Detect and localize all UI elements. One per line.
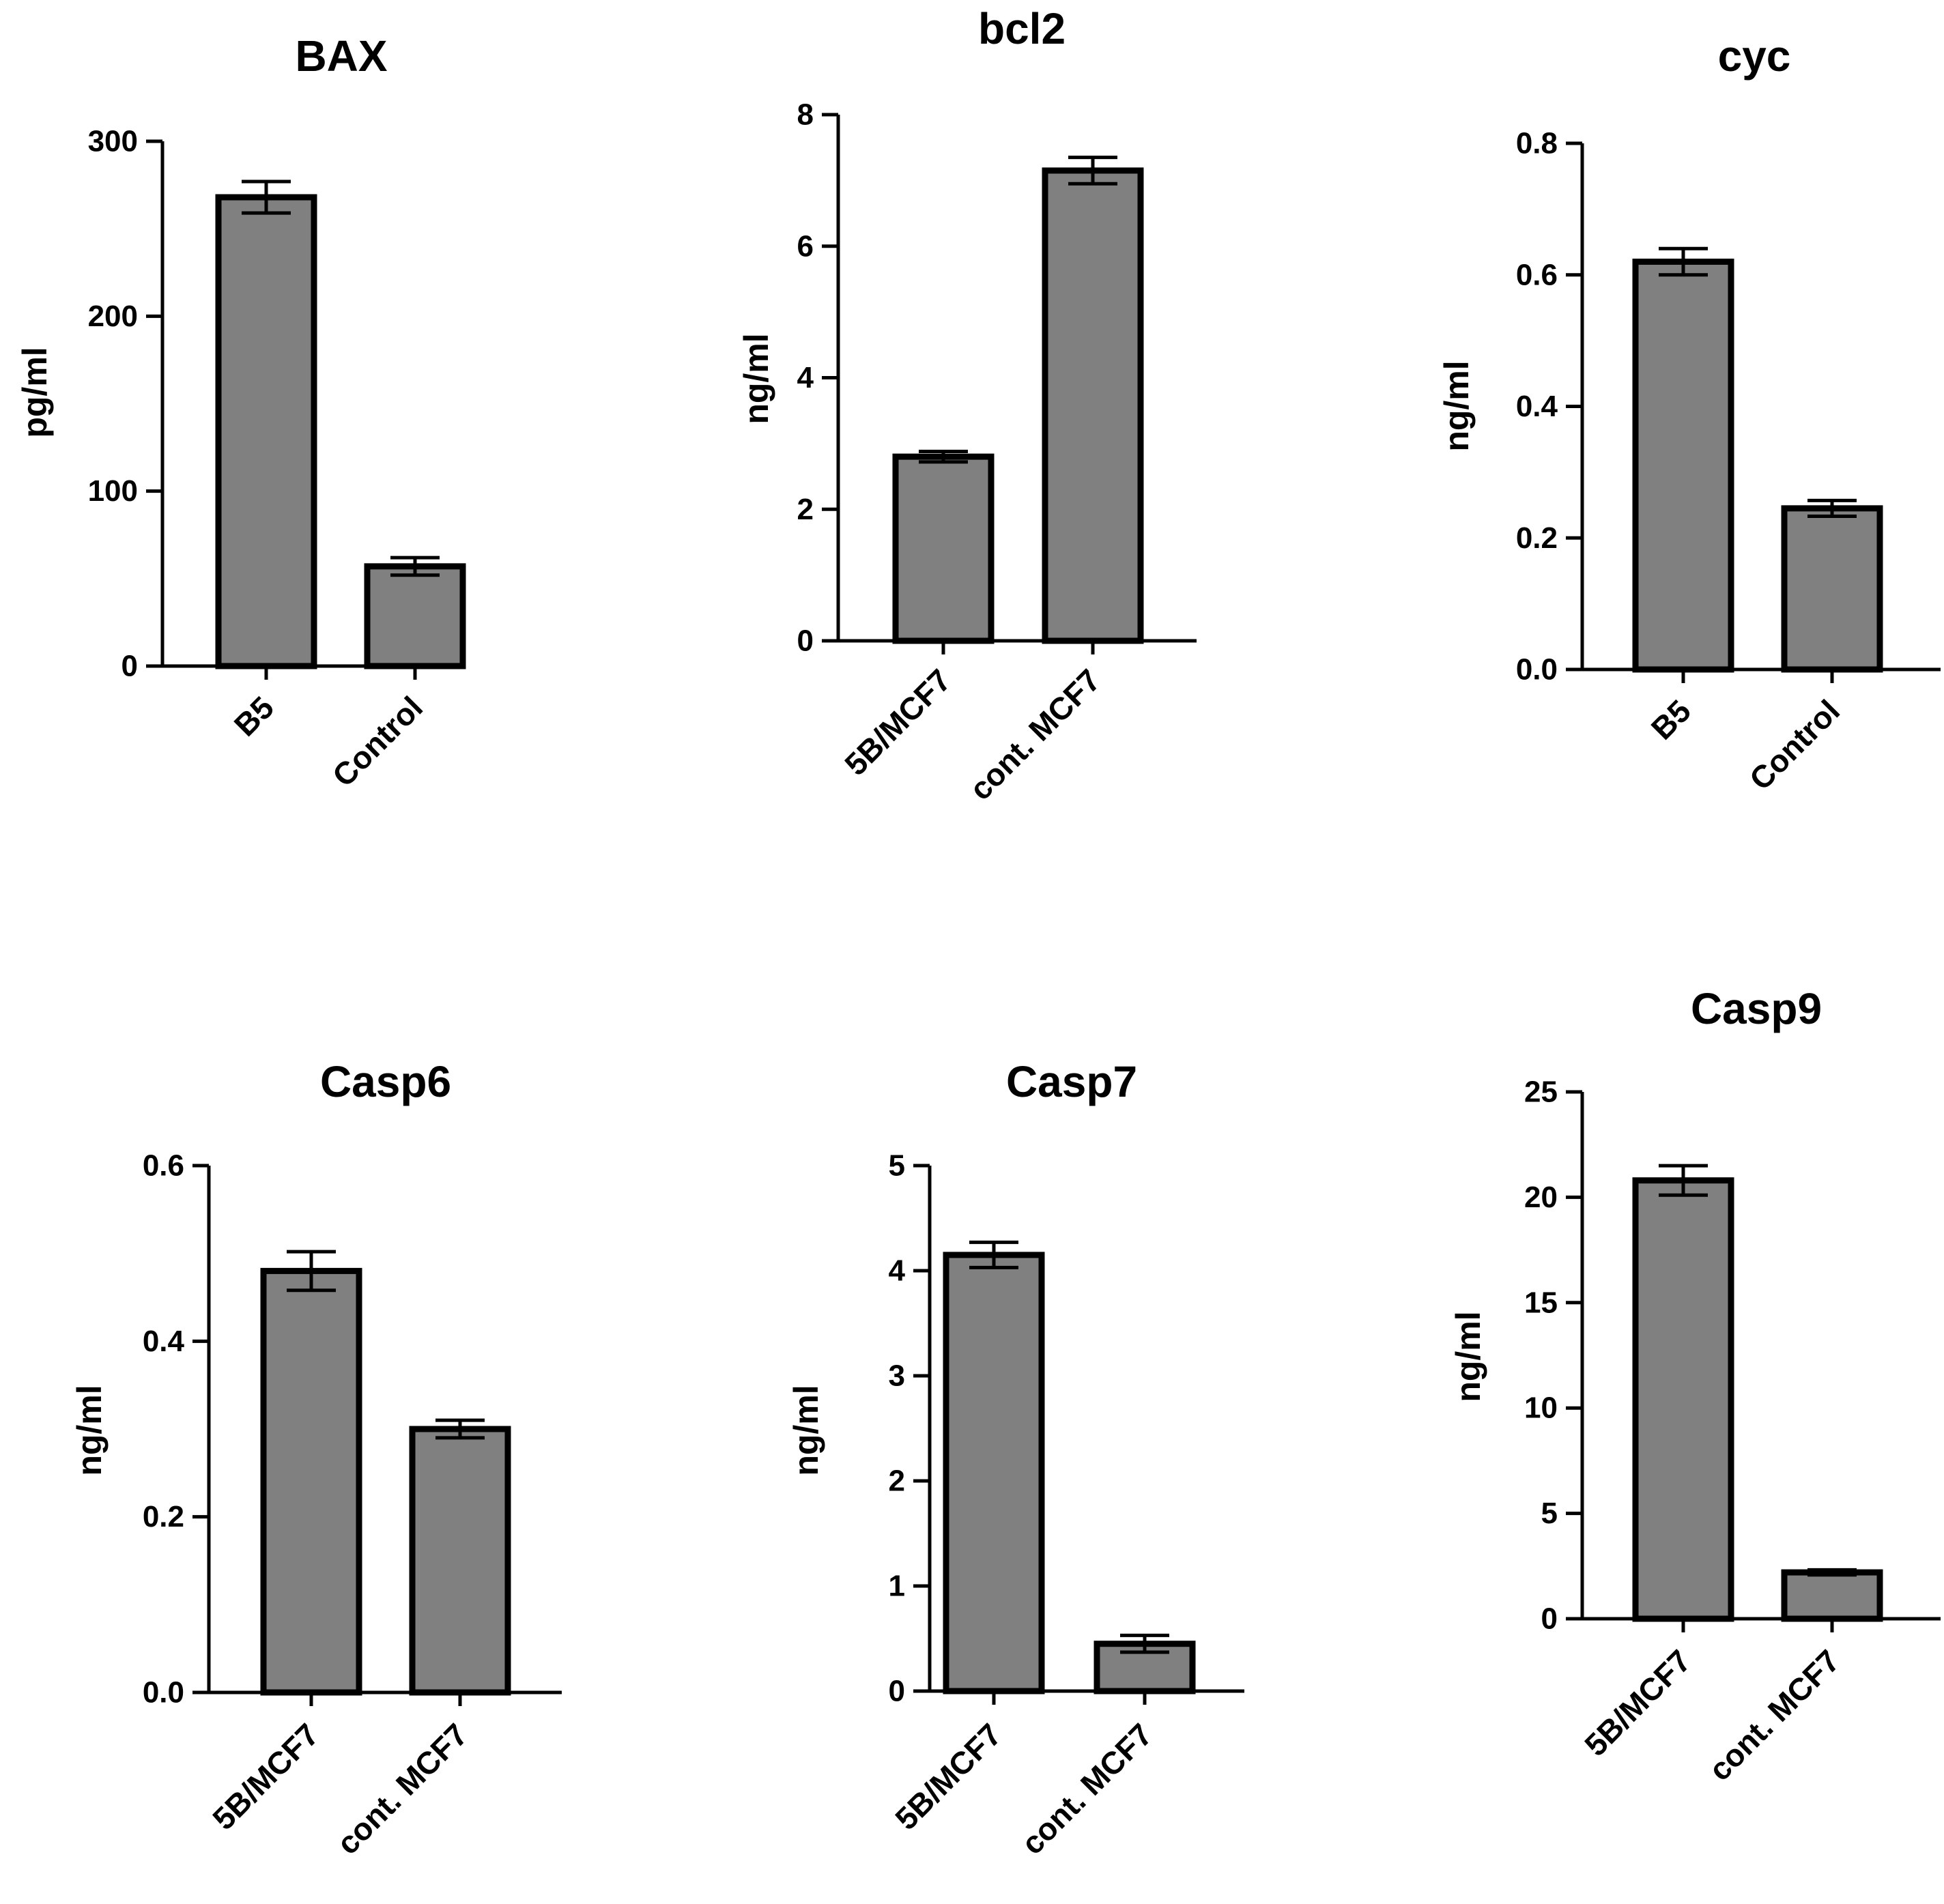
y-tick-label: 0.2 bbox=[143, 1500, 184, 1533]
category-label: Control bbox=[326, 689, 429, 793]
y-tick-label: 0.0 bbox=[1516, 653, 1558, 687]
y-tick-label: 0.4 bbox=[1516, 390, 1558, 423]
error-bar-cont. MCF7 bbox=[1120, 1633, 1169, 1654]
bar-B5 bbox=[215, 194, 317, 669]
y-tick-label: 3 bbox=[889, 1359, 905, 1393]
y-tick-label: 0 bbox=[121, 650, 138, 683]
y-tick-label: 15 bbox=[1524, 1286, 1558, 1319]
chart-title: BAX bbox=[295, 31, 387, 81]
error-bar-B5 bbox=[1659, 246, 1708, 277]
bar-Control bbox=[1781, 505, 1883, 673]
bar-5B/MCF7 bbox=[1632, 1177, 1734, 1622]
category-label: 5B/MCF7 bbox=[838, 662, 958, 782]
bar-cont. MCF7 bbox=[1781, 1569, 1883, 1622]
y-tick-label: 10 bbox=[1524, 1391, 1558, 1425]
y-tick-label: 1 bbox=[889, 1570, 905, 1603]
y-tick-label: 2 bbox=[889, 1465, 905, 1498]
y-axis-label: ng/ml bbox=[737, 333, 775, 424]
bar-5B/MCF7 bbox=[892, 453, 995, 644]
error-bar-cont. MCF7 bbox=[1068, 156, 1117, 186]
error-bar-5B/MCF7 bbox=[919, 449, 968, 464]
y-tick-label: 25 bbox=[1524, 1076, 1558, 1109]
y-axis-label: ng/ml bbox=[787, 1385, 825, 1475]
y-axis-label: pg/ml bbox=[16, 347, 54, 437]
y-tick-label: 100 bbox=[88, 474, 138, 508]
error-bar-Control bbox=[1807, 498, 1857, 518]
chart-panel-Casp6: Casp6 ng/ml 5B/MCF7 cont. MCF7 0.0 0.2 0.4 0.6 bbox=[70, 1057, 562, 1861]
y-tick-label: 0.4 bbox=[143, 1325, 185, 1358]
y-tick-label: 0 bbox=[797, 624, 814, 658]
category-label: cont. MCF7 bbox=[1014, 1716, 1159, 1861]
y-tick-label: 300 bbox=[88, 125, 138, 158]
bar-5B/MCF7 bbox=[260, 1267, 362, 1696]
y-tick-label: 4 bbox=[889, 1254, 906, 1288]
chart-panel-bcl2: bcl2 ng/ml 5B/MCF7 cont. MCF7 0 2 4 6 8 bbox=[737, 4, 1197, 807]
error-bar-Control bbox=[390, 556, 440, 577]
chart-panel-BAX: BAX pg/ml B5 Control 0 100 200 300 bbox=[16, 31, 466, 794]
y-axis-label: ng/ml bbox=[1449, 1311, 1487, 1402]
y-tick-label: 5 bbox=[889, 1149, 905, 1183]
chart-panel-cyc: cyc ng/ml B5 Control 0.0 0.2 0.4 0.6 0.8 bbox=[1438, 31, 1941, 797]
category-label: B5 bbox=[1644, 693, 1698, 746]
category-label: 5B/MCF7 bbox=[1577, 1643, 1698, 1763]
y-tick-label: 4 bbox=[797, 361, 814, 394]
category-label: cont. MCF7 bbox=[962, 662, 1107, 807]
category-label: B5 bbox=[227, 689, 281, 742]
error-bar-5B/MCF7 bbox=[969, 1240, 1018, 1269]
bar-B5 bbox=[1632, 258, 1734, 673]
y-tick-label: 0 bbox=[1541, 1602, 1558, 1636]
category-label: cont. MCF7 bbox=[330, 1716, 474, 1861]
bar-Control bbox=[364, 563, 466, 669]
y-axis-label: ng/ml bbox=[1438, 360, 1476, 451]
chart-panel-Casp7: Casp7 ng/ml 5B/MCF7 cont. MCF7 0 1 2 3 4 5 bbox=[787, 1057, 1244, 1861]
chart-title: bcl2 bbox=[978, 4, 1066, 53]
error-bar-B5 bbox=[242, 179, 291, 215]
bar-cont. MCF7 bbox=[409, 1426, 511, 1696]
chart-title: Casp6 bbox=[320, 1057, 451, 1106]
bar-5B/MCF7 bbox=[943, 1252, 1045, 1694]
y-axis-label: ng/ml bbox=[70, 1385, 109, 1475]
y-tick-label: 0.0 bbox=[143, 1676, 184, 1710]
error-bar-5B/MCF7 bbox=[1659, 1164, 1708, 1197]
category-label: Control bbox=[1743, 693, 1846, 796]
y-tick-label: 8 bbox=[797, 98, 814, 132]
error-bar-5B/MCF7 bbox=[287, 1250, 336, 1293]
y-tick-label: 0.8 bbox=[1516, 127, 1558, 160]
chart-panel-Casp9: Casp9 ng/ml 5B/MCF7 cont. MCF7 0 5 10 15 20 25 bbox=[1449, 984, 1941, 1787]
chart-title: Casp7 bbox=[1006, 1057, 1137, 1106]
y-tick-label: 0.2 bbox=[1516, 521, 1558, 555]
error-bar-cont. MCF7 bbox=[435, 1418, 485, 1440]
category-label: 5B/MCF7 bbox=[205, 1716, 326, 1836]
y-tick-label: 2 bbox=[797, 493, 814, 526]
y-tick-label: 200 bbox=[88, 300, 138, 333]
category-label: 5B/MCF7 bbox=[888, 1716, 1008, 1836]
y-tick-label: 0.6 bbox=[1516, 258, 1558, 291]
y-tick-label: 0 bbox=[889, 1675, 905, 1708]
y-tick-label: 20 bbox=[1524, 1181, 1558, 1214]
y-tick-label: 5 bbox=[1541, 1497, 1558, 1530]
chart-title: cyc bbox=[1718, 31, 1791, 81]
bar-cont. MCF7 bbox=[1042, 167, 1144, 644]
y-tick-label: 6 bbox=[797, 229, 814, 263]
category-label: cont. MCF7 bbox=[1702, 1643, 1846, 1787]
error-bar-cont. MCF7 bbox=[1807, 1568, 1857, 1577]
chart-title: Casp9 bbox=[1691, 984, 1822, 1033]
y-tick-label: 0.6 bbox=[143, 1149, 184, 1183]
